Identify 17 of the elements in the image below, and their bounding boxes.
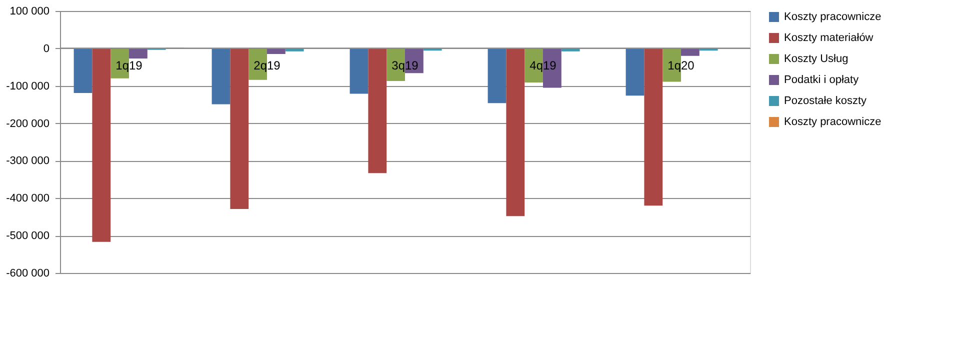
x-tick-label: 4q19 <box>530 58 557 72</box>
legend-label: Podatki i opłaty <box>784 74 860 86</box>
y-tick-label: -600 000 <box>6 268 50 280</box>
y-tick-label: 0 <box>43 42 50 55</box>
y-tick-label: -200 000 <box>6 118 50 130</box>
y-tick-label: -500 000 <box>6 230 50 242</box>
y-tick-label: -300 000 <box>6 155 50 168</box>
x-tick-label: 3q19 <box>392 58 419 72</box>
legend-label: Koszty pracownicze <box>784 11 882 23</box>
y-tick-label: -100 000 <box>6 80 50 92</box>
y-tick-label: 100 000 <box>10 6 50 18</box>
legend-label: Koszty materiałów <box>784 32 874 44</box>
y-tick-label: -400 000 <box>6 192 50 205</box>
legend-label: Koszty pracownicze <box>784 116 882 128</box>
legend-label: Koszty Usług <box>784 53 848 65</box>
x-tick-label: 2q19 <box>254 58 281 72</box>
legend-label: Pozostałe koszty <box>784 95 868 107</box>
